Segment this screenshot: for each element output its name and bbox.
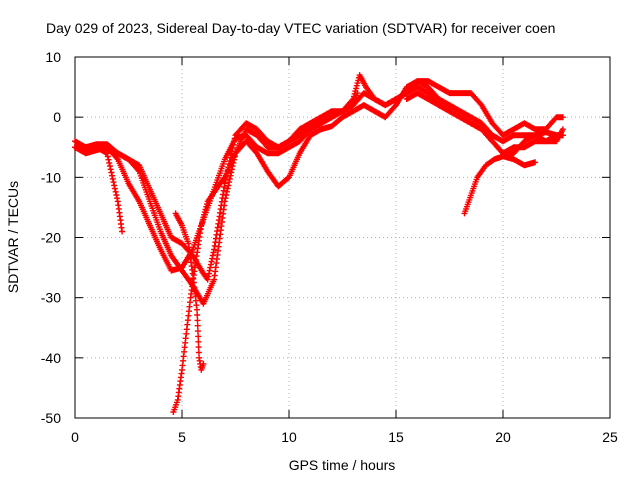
x-tick-label: 15 bbox=[388, 429, 404, 445]
series-track-4 bbox=[72, 78, 566, 283]
series-track-8 bbox=[461, 153, 539, 217]
y-tick-label: 0 bbox=[53, 109, 61, 125]
x-tick-label: 20 bbox=[495, 429, 511, 445]
x-tick-label: 5 bbox=[178, 429, 186, 445]
data-points-track-3 bbox=[72, 72, 566, 307]
y-tick-label: -30 bbox=[41, 290, 61, 306]
chart-title: Day 029 of 2023, Sidereal Day-to-day VTE… bbox=[46, 20, 555, 36]
x-tick-label: 25 bbox=[602, 429, 618, 445]
y-axis-ticks: -50 -40 -30 -20 -10 0 10 bbox=[41, 49, 610, 426]
grid-lines bbox=[75, 57, 610, 418]
y-tick-label: 10 bbox=[45, 49, 61, 65]
data-points-track-6 bbox=[170, 78, 566, 415]
x-axis-ticks: 0 5 10 15 20 25 bbox=[71, 57, 618, 445]
y-tick-label: -20 bbox=[41, 230, 61, 246]
y-tick-label: -10 bbox=[41, 169, 61, 185]
x-tick-label: 0 bbox=[71, 429, 79, 445]
y-tick-label: -50 bbox=[41, 410, 61, 426]
data-points-track-8 bbox=[461, 153, 539, 217]
series-layer bbox=[72, 72, 566, 415]
data-points-track-5 bbox=[172, 210, 207, 373]
series-track-3 bbox=[72, 72, 566, 307]
x-tick-label: 10 bbox=[281, 429, 297, 445]
y-tick-label: -40 bbox=[41, 350, 61, 366]
series-track-5 bbox=[172, 210, 207, 373]
data-points-track-7 bbox=[403, 90, 566, 157]
y-axis-label: SDTVAR / TECUs bbox=[5, 181, 21, 293]
series-track-6 bbox=[170, 78, 566, 415]
x-axis-label: GPS time / hours bbox=[289, 457, 396, 473]
series-track-7 bbox=[403, 90, 566, 157]
data-points-track-4 bbox=[72, 78, 566, 283]
